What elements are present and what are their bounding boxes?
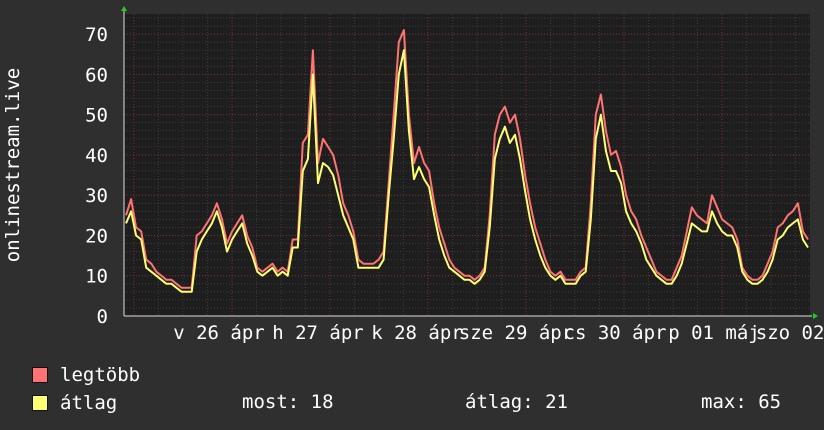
y-axis-label: onlinestream.live — [2, 68, 24, 262]
x-axis-arrow — [813, 313, 818, 319]
legend-item-max: legtöbb — [32, 364, 141, 386]
series-line-max — [125, 29, 809, 289]
x-tick-label: szo 02 máj — [756, 322, 824, 344]
x-tick-label: h 27 ápr — [272, 322, 364, 344]
legend-label-max: legtöbb — [60, 364, 141, 386]
stat-average: átlag: 21 — [465, 391, 568, 413]
x-tick-label: p 01 máj — [668, 322, 760, 344]
y-axis-arrow — [121, 6, 127, 11]
x-tick-label: sze 29 ápr — [459, 322, 573, 344]
y-tick-label: 0 — [97, 306, 108, 328]
x-tick-label: k 28 ápr — [371, 322, 463, 344]
series-lines — [125, 29, 809, 293]
legend-label-avg: átlag — [60, 392, 118, 414]
y-tick-label: 10 — [85, 266, 108, 288]
axes — [121, 6, 818, 319]
stat-max: max: 65 — [701, 391, 782, 413]
y-tick-label: 50 — [85, 105, 108, 127]
grid — [124, 14, 810, 317]
stat-current: most: 18 — [242, 391, 334, 413]
y-tick-label: 20 — [85, 225, 108, 247]
y-tick-label: 40 — [85, 145, 108, 167]
legend-swatch-max — [32, 367, 48, 383]
y-tick-label: 60 — [85, 64, 108, 86]
x-tick-label: cs 30 ápr — [564, 322, 667, 344]
series-line-avg — [125, 49, 809, 293]
stream-chart: 0 10 20 30 40 50 60 70 v 26 ápr h 27 ápr k 28 ápr… — [2, 6, 824, 344]
y-tick-labels: 0 10 20 30 40 50 60 70 — [85, 24, 108, 328]
legend-item-avg: átlag — [32, 392, 118, 414]
x-tick-label: v 26 ápr — [173, 322, 265, 344]
y-tick-label: 30 — [85, 185, 108, 207]
legend-swatch-avg — [32, 395, 48, 411]
plot-area — [124, 14, 810, 316]
y-tick-label: 70 — [85, 24, 108, 46]
